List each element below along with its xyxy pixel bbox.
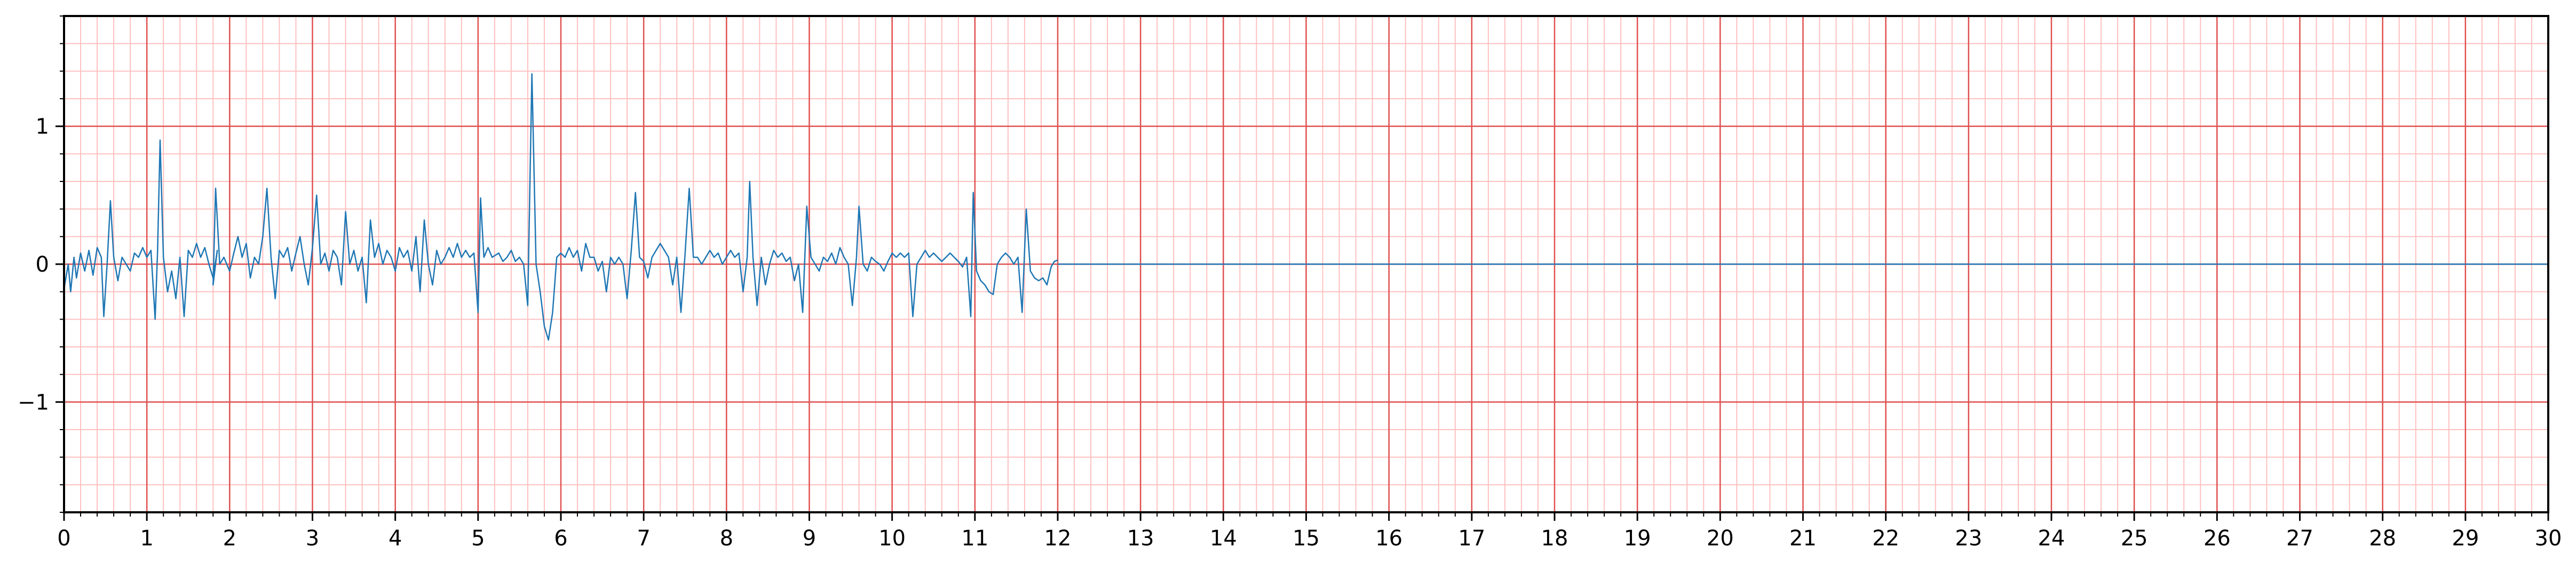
x-tick-label: 11: [961, 526, 988, 551]
x-tick-label: 21: [1789, 526, 1817, 551]
x-tick-label: 23: [1955, 526, 1982, 551]
x-tick-label: 30: [2535, 526, 2562, 551]
x-tick-label: 4: [389, 526, 402, 551]
x-tick-label: 1: [140, 526, 153, 551]
x-tick-label: 27: [2286, 526, 2313, 551]
x-tick-label: 2: [223, 526, 236, 551]
x-tick-label: 19: [1624, 526, 1651, 551]
x-tick-label: 28: [2369, 526, 2396, 551]
x-tick-label: 17: [1458, 526, 1485, 551]
x-tick-label: 0: [57, 526, 70, 551]
x-tick-label: 14: [1210, 526, 1237, 551]
y-tick-label: −1: [18, 390, 49, 415]
plot-series: [63, 73, 1058, 341]
x-tick-label: 20: [1707, 526, 1734, 551]
x-tick-label: 9: [803, 526, 816, 551]
x-tick-label: 15: [1293, 526, 1320, 551]
x-tick-label: 22: [1872, 526, 1899, 551]
x-tick-label: 5: [471, 526, 485, 551]
x-tick-label: 29: [2452, 526, 2479, 551]
x-tick-label: 25: [2121, 526, 2148, 551]
x-tick-label: 6: [554, 526, 567, 551]
x-tick-label: 8: [720, 526, 733, 551]
x-tick-label: 3: [306, 526, 319, 551]
x-tick-label: 18: [1541, 526, 1568, 551]
x-tick-label: 10: [878, 526, 906, 551]
x-axis-ticks: 0 1 2 3 4 5 6 7 8 9 10 11 12 13 14 15 16 17 18 19 20 21 22 23 24…: [57, 512, 2562, 551]
x-tick-label: 16: [1375, 526, 1402, 551]
y-axis-ticks: −1 0 1: [18, 15, 64, 513]
x-tick-label: 7: [637, 526, 650, 551]
x-tick-label: 13: [1127, 526, 1154, 551]
ecg-trace: [63, 73, 1058, 341]
x-tick-label: 24: [2038, 526, 2065, 551]
y-tick-label: 0: [36, 252, 49, 277]
x-tick-label: 26: [2204, 526, 2231, 551]
x-tick-label: 12: [1044, 526, 1072, 551]
y-tick-label: 1: [36, 115, 49, 139]
